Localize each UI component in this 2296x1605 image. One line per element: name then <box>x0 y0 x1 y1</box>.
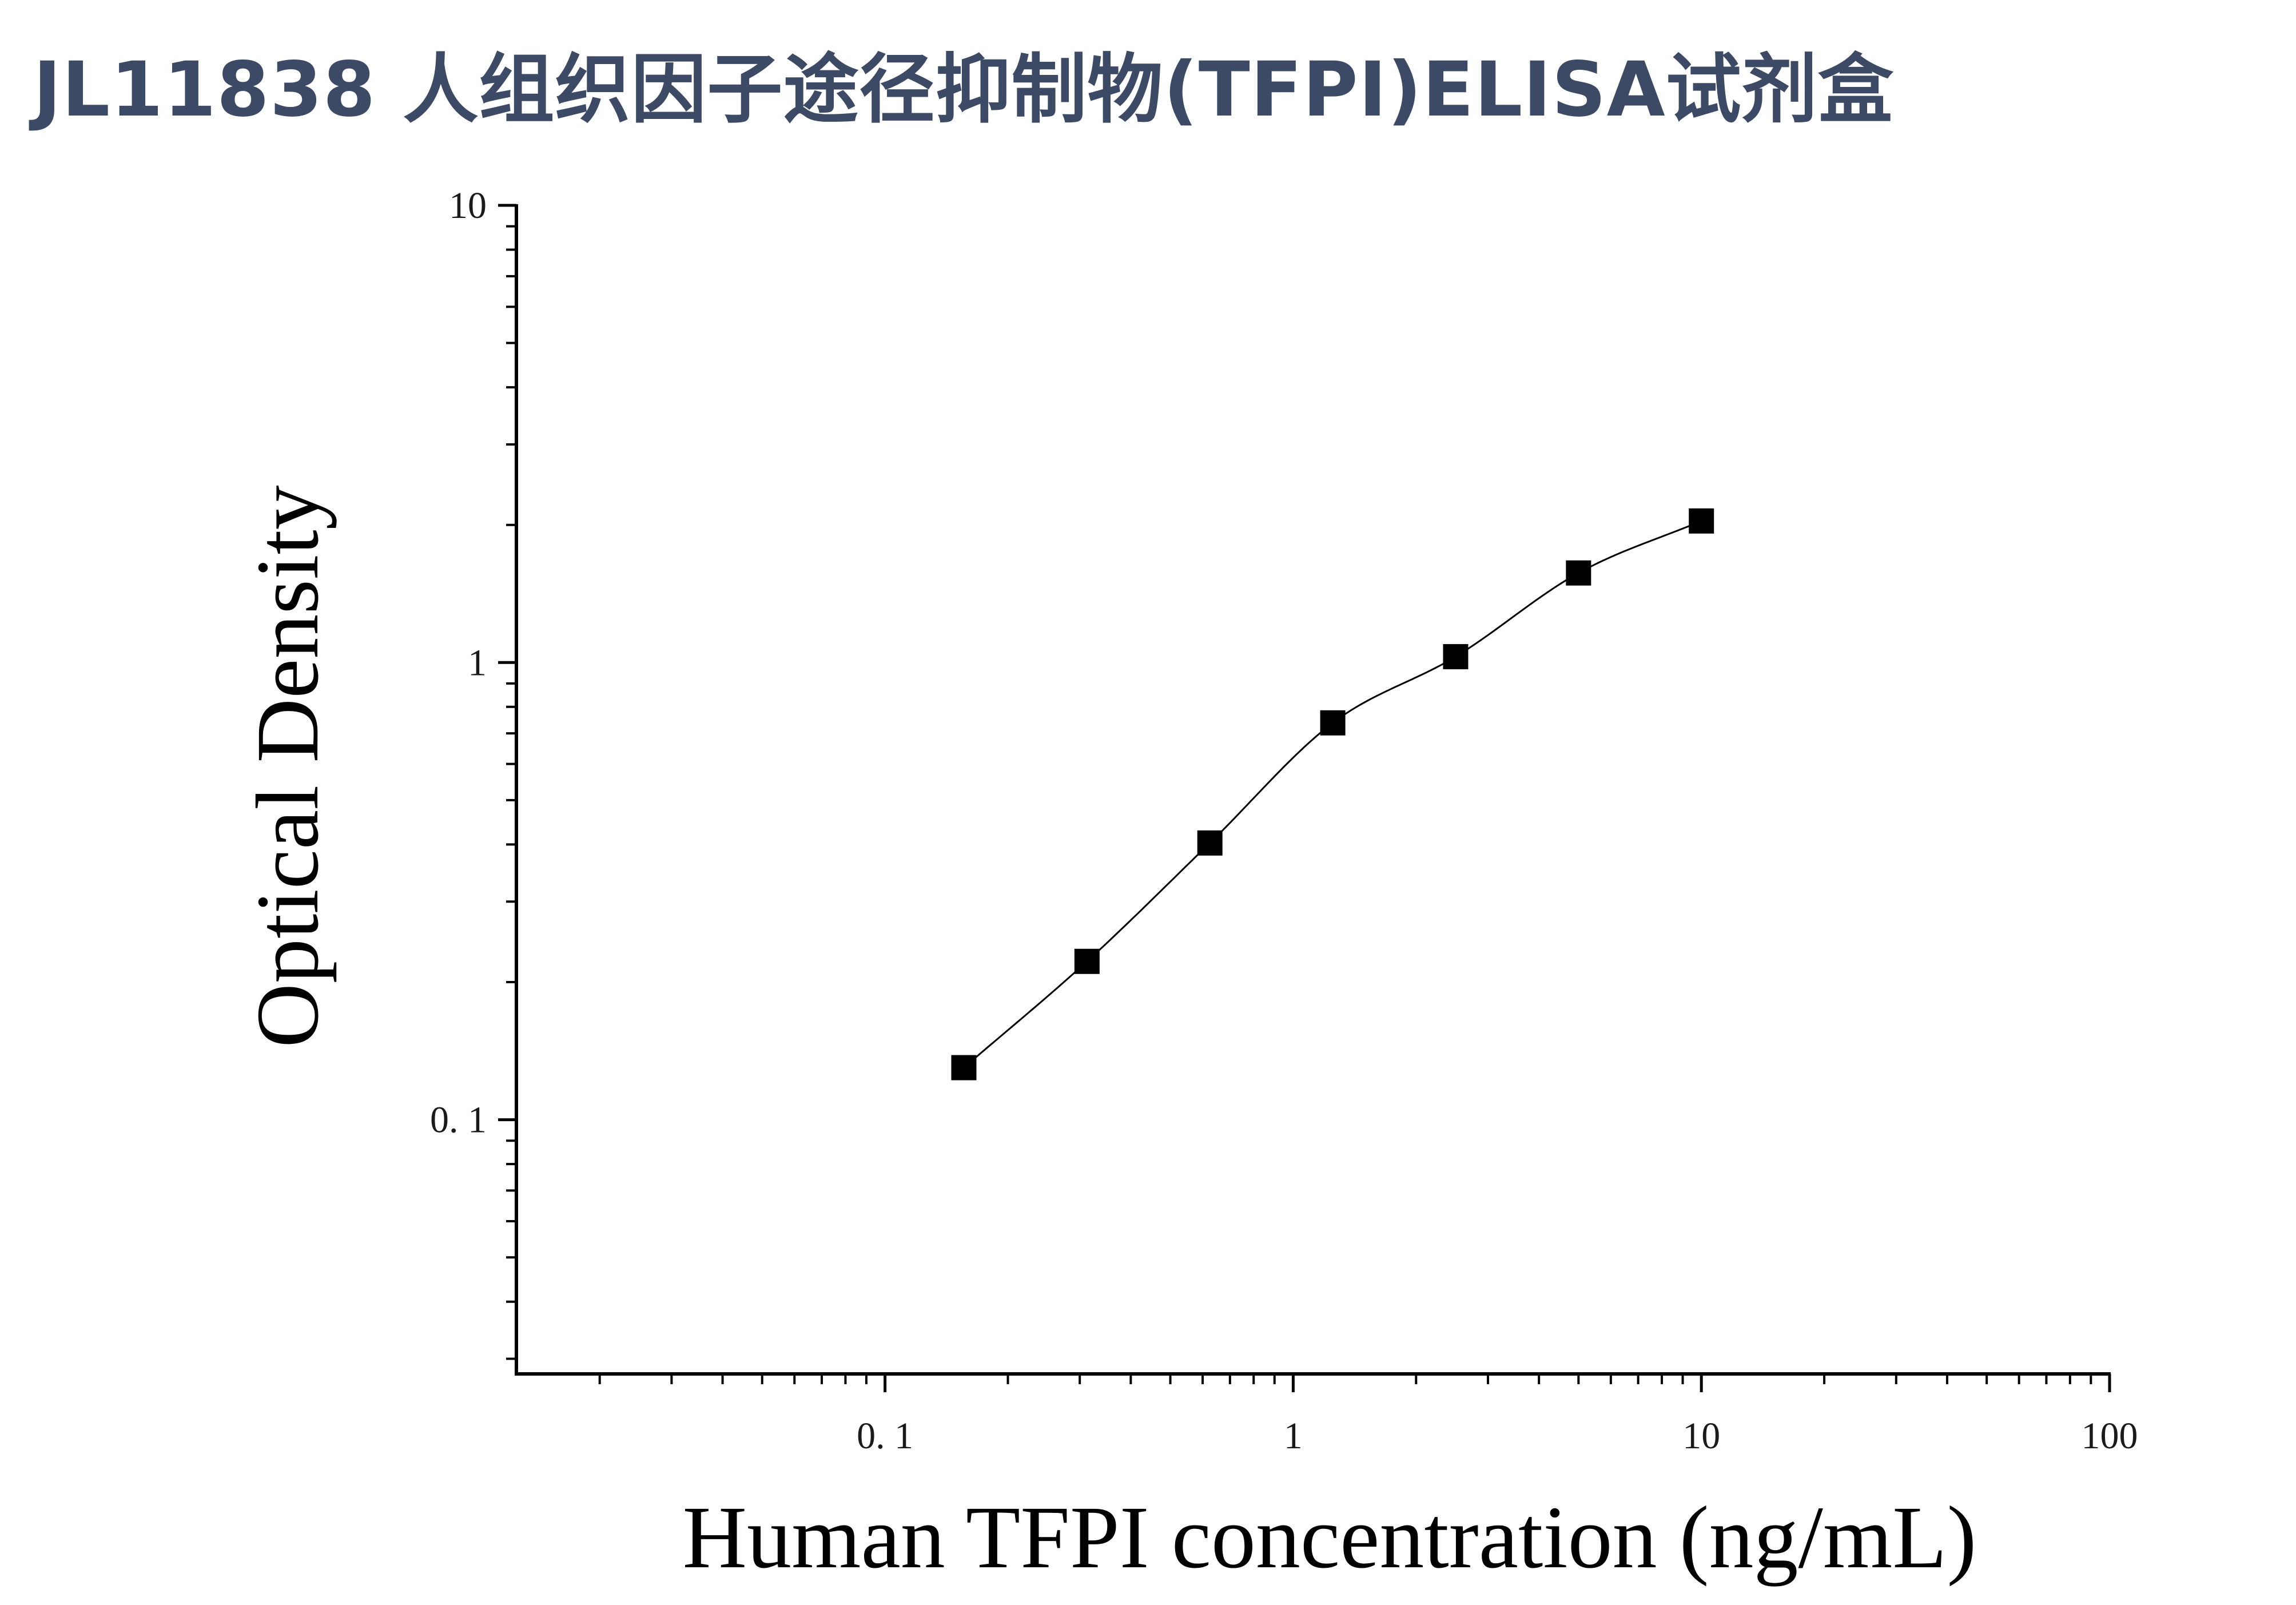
x-tick-label: 10 <box>1682 1415 1720 1457</box>
fit-curve <box>963 520 1702 1068</box>
x-tick-label: 100 <box>2082 1415 2138 1457</box>
x-axis-title: Human TFPI concentration (ng/mL) <box>683 1488 1977 1587</box>
y-tick-label: 1 <box>468 642 487 684</box>
y-tick-label: 0. 1 <box>430 1099 487 1141</box>
data-point <box>1074 948 1100 974</box>
x-tick-label: 0. 1 <box>857 1415 913 1457</box>
y-tick-label: 10 <box>449 185 487 227</box>
axes: 0. 1 1 10 100 0. 1 1 10 <box>430 185 2138 1457</box>
data-point <box>1320 710 1346 736</box>
data-point <box>951 1055 977 1080</box>
data-points <box>951 508 1714 1080</box>
data-point <box>1689 508 1714 534</box>
x-tick-label: 1 <box>1284 1415 1303 1457</box>
data-point <box>1443 644 1469 670</box>
data-point <box>1197 830 1223 856</box>
y-axis-title: Optical Density <box>238 485 337 1047</box>
data-point <box>1566 560 1591 586</box>
page-title: JL11838 人组织因子途径抑制物(TFPI)ELISA试剂盒 <box>33 46 1894 134</box>
fit-curve-layer <box>963 520 1702 1068</box>
